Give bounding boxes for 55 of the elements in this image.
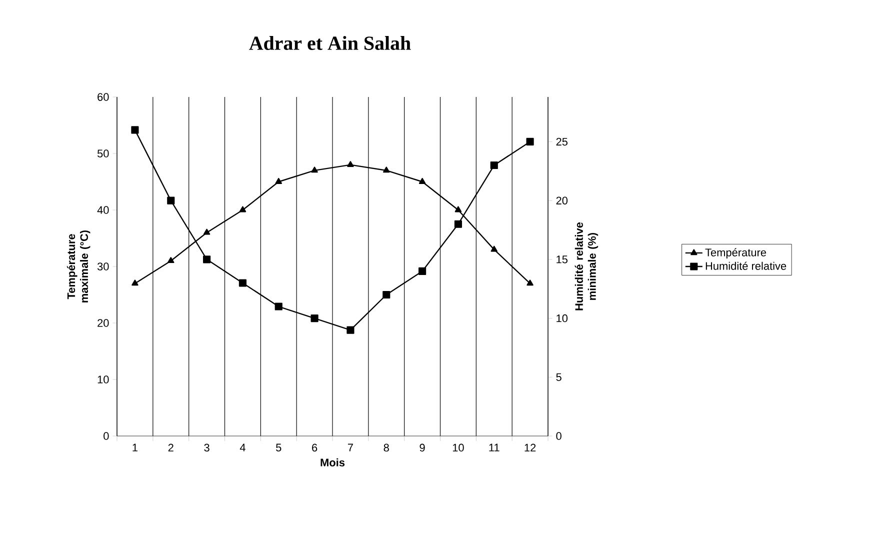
y-tick-label: 60 [98,93,109,101]
point [275,178,282,184]
x-tick-label: 7 [348,444,353,452]
y-tick-label: 20 [98,319,109,327]
point [238,279,246,287]
x-tick-label: 2 [168,444,174,452]
point [203,228,210,235]
point [311,166,318,173]
x-tick-label: 9 [420,444,425,452]
x-tick-label: 11 [489,444,500,452]
x-tick-label: 6 [312,444,318,452]
x-axis-title: Mois [320,458,345,466]
point [239,206,246,212]
y-tick-label: 50 [97,150,109,158]
legend-label: Température [705,248,766,258]
point [418,267,426,275]
point [274,302,282,310]
point [203,256,211,264]
x-tick-label: 4 [240,444,246,452]
point [168,257,174,264]
y2-tick-label: 0 [556,432,562,440]
point [526,280,534,286]
point [132,280,138,286]
point [454,206,462,212]
point [131,126,139,134]
x-tick-label: 1 [132,444,138,452]
x-tick-label: 8 [384,444,389,452]
point [490,161,498,170]
point [454,220,462,228]
y-tick-label: 30 [97,262,109,270]
y-axis-title: Température maximale (°C) [66,230,90,302]
y2-tick-label: 25 [556,138,568,146]
point [383,166,390,173]
point [418,178,426,184]
point [346,326,354,334]
legend-label: Humidité relative [706,262,786,270]
y-tick-label: 10 [98,376,109,384]
x-tick-label: 5 [276,444,282,452]
y2-tick-label: 5 [556,373,562,381]
y2-tick-label: 20 [556,196,568,204]
point [310,314,318,322]
point [526,138,534,146]
x-tick-label: 12 [524,444,536,452]
x-tick-label: 3 [204,444,210,452]
y2-tick-label: 15 [556,256,568,264]
y-tick-label: 0 [104,432,109,440]
y2-axis-title: Humidité relative minimale (%) [574,222,598,310]
y2-tick-label: 10 [556,314,568,322]
point [490,246,498,252]
point [382,290,390,299]
y-tick-label: 40 [97,206,109,214]
x-tick-label: 10 [452,444,464,452]
point [347,161,354,167]
point [167,196,175,204]
chart-title: Adrar et Ain Salah [249,36,411,50]
